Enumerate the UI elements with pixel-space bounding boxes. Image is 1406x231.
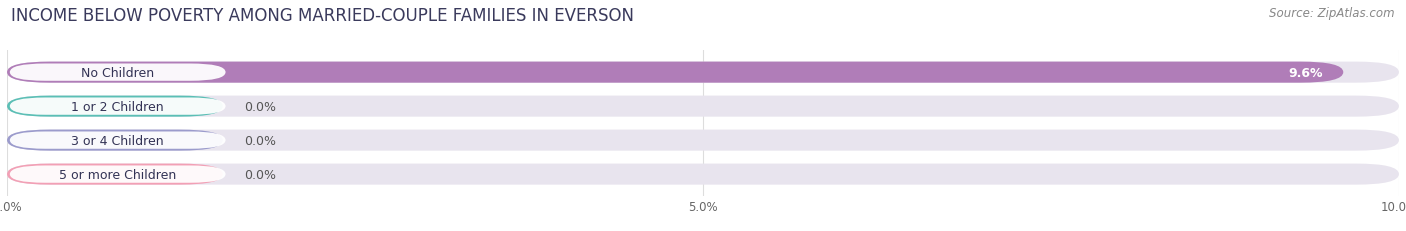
FancyBboxPatch shape: [7, 96, 222, 117]
Text: 0.0%: 0.0%: [243, 134, 276, 147]
Text: 0.0%: 0.0%: [243, 168, 276, 181]
FancyBboxPatch shape: [7, 164, 222, 185]
Text: 0.0%: 0.0%: [243, 100, 276, 113]
FancyBboxPatch shape: [7, 62, 1399, 83]
Text: 5 or more Children: 5 or more Children: [59, 168, 176, 181]
Text: 9.6%: 9.6%: [1288, 66, 1323, 79]
Text: 3 or 4 Children: 3 or 4 Children: [72, 134, 165, 147]
Text: No Children: No Children: [82, 66, 155, 79]
Text: INCOME BELOW POVERTY AMONG MARRIED-COUPLE FAMILIES IN EVERSON: INCOME BELOW POVERTY AMONG MARRIED-COUPL…: [11, 7, 634, 25]
Text: 1 or 2 Children: 1 or 2 Children: [72, 100, 165, 113]
FancyBboxPatch shape: [7, 164, 1399, 185]
FancyBboxPatch shape: [7, 130, 1399, 151]
Text: Source: ZipAtlas.com: Source: ZipAtlas.com: [1270, 7, 1395, 20]
FancyBboxPatch shape: [10, 132, 225, 149]
FancyBboxPatch shape: [7, 96, 1399, 117]
FancyBboxPatch shape: [7, 62, 1343, 83]
FancyBboxPatch shape: [7, 130, 222, 151]
FancyBboxPatch shape: [10, 98, 225, 115]
FancyBboxPatch shape: [10, 166, 225, 183]
FancyBboxPatch shape: [10, 64, 225, 81]
